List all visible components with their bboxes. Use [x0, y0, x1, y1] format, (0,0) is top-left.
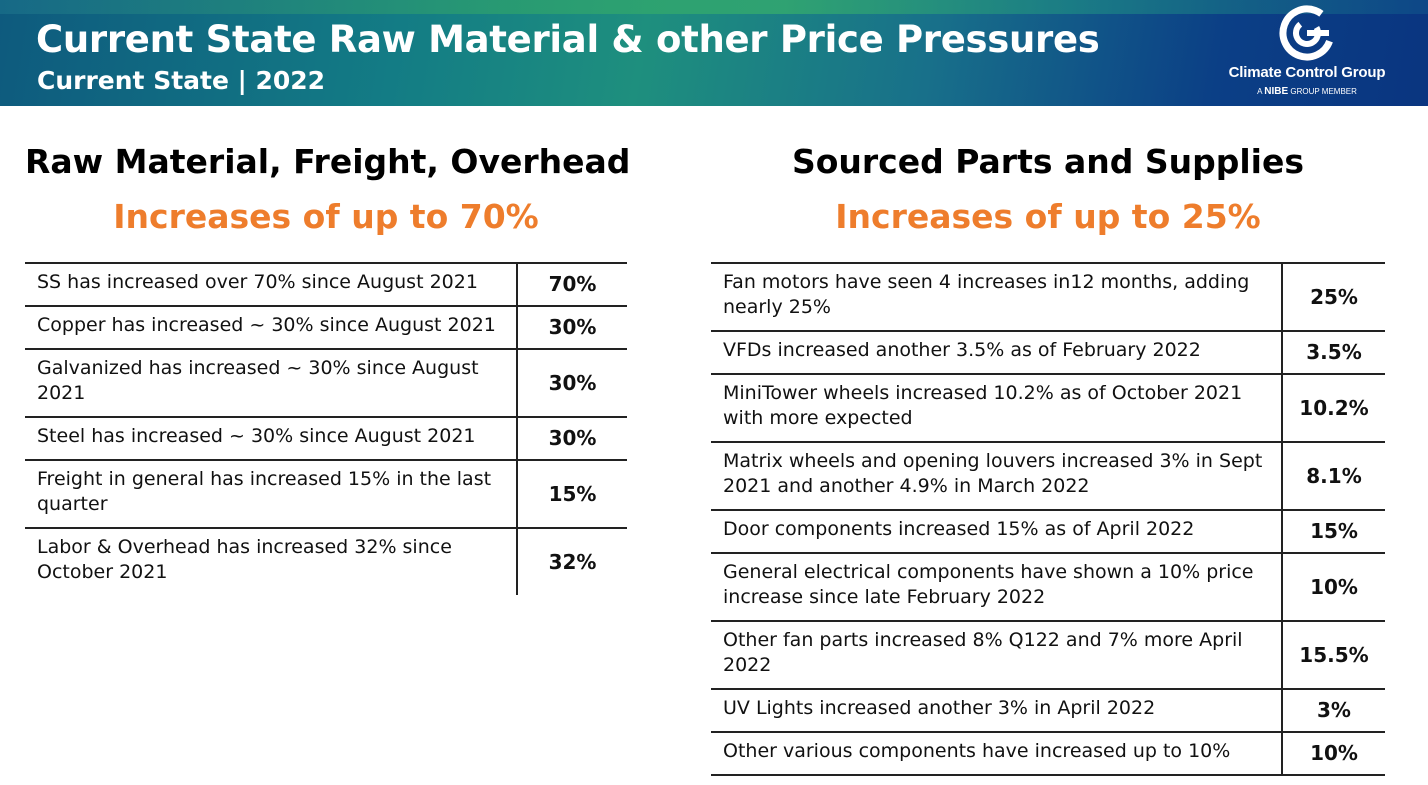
raw-material-table: SS has increased over 70% since August 2…: [25, 262, 627, 595]
row-percent: 10.2%: [1281, 374, 1385, 443]
left-highlight: Increases of up to 70%: [113, 197, 539, 236]
row-description: Labor & Overhead has increased 32% since…: [37, 536, 452, 583]
row-percent: 15%: [516, 460, 627, 529]
right-highlight: Increases of up to 25%: [835, 197, 1261, 236]
left-heading: Raw Material, Freight, Overhead: [25, 142, 631, 181]
row-description: Freight in general has increased 15% in …: [25, 460, 517, 529]
table-row: General electrical components have shown…: [711, 553, 1385, 622]
row-description: Steel has increased ~ 30% since August 2…: [25, 417, 517, 461]
row-description: Matrix wheels and opening louvers increa…: [711, 442, 1282, 511]
table-row: SS has increased over 70% since August 2…: [25, 262, 627, 307]
row-description: Door components increased 15% as of Apri…: [711, 510, 1282, 554]
company-logo: Climate Control Group A NIBE GROUP MEMBE…: [1212, 4, 1402, 100]
table-row: Copper has increased ~ 30% since August …: [25, 306, 627, 350]
table-row: Steel has increased ~ 30% since August 2…: [25, 417, 627, 461]
row-percent: 3.5%: [1281, 331, 1385, 375]
row-description: Fan motors have seen 4 increases in12 mo…: [711, 262, 1282, 332]
table-row: Other various components have increased …: [711, 732, 1385, 776]
row-percent: 30%: [516, 417, 627, 461]
table-row: Labor & Overhead has increased 32% since…: [25, 528, 627, 595]
row-description: General electrical components have shown…: [711, 553, 1282, 622]
logo-name: Climate Control Group: [1228, 64, 1386, 81]
right-heading: Sourced Parts and Supplies: [791, 142, 1305, 181]
logo-tagline: A NIBE GROUP MEMBER: [1257, 86, 1357, 97]
row-percent: 32%: [516, 528, 627, 595]
row-percent: 30%: [516, 306, 627, 350]
row-percent: 10%: [1281, 553, 1385, 622]
row-description: SS has increased over 70% since August 2…: [25, 262, 517, 307]
page-title: Current State Raw Material & other Price…: [36, 18, 1100, 61]
row-percent: 8.1%: [1281, 442, 1385, 511]
row-percent: 30%: [516, 349, 627, 418]
table-row: Door components increased 15% as of Apri…: [711, 510, 1385, 554]
row-percent: 15%: [1281, 510, 1385, 554]
row-description: Copper has increased ~ 30% since August …: [25, 306, 517, 350]
table-row: Fan motors have seen 4 increases in12 mo…: [711, 262, 1385, 332]
logo-swirl-icon: [1279, 5, 1335, 61]
table-row: MiniTower wheels increased 10.2% as of O…: [711, 374, 1385, 443]
table-row: Galvanized has increased ~ 30% since Aug…: [25, 349, 627, 418]
row-percent: 15.5%: [1281, 621, 1385, 690]
row-description: Other fan parts increased 8% Q122 and 7%…: [711, 621, 1282, 690]
table-row: Other fan parts increased 8% Q122 and 7%…: [711, 621, 1385, 690]
row-percent: 3%: [1281, 689, 1385, 733]
header-banner: Current State Raw Material & other Price…: [0, 0, 1428, 106]
row-percent: 25%: [1281, 262, 1385, 332]
row-description: Other various components have increased …: [711, 732, 1282, 776]
page-subtitle: Current State | 2022: [37, 66, 326, 95]
table-row: Matrix wheels and opening louvers increa…: [711, 442, 1385, 511]
table-row: UV Lights increased another 3% in April …: [711, 689, 1385, 733]
table-row: VFDs increased another 3.5% as of Februa…: [711, 331, 1385, 375]
sourced-parts-table: Fan motors have seen 4 increases in12 mo…: [711, 262, 1385, 776]
row-percent: 10%: [1281, 732, 1385, 776]
row-description: VFDs increased another 3.5% as of Februa…: [711, 331, 1282, 375]
row-description: MiniTower wheels increased 10.2% as of O…: [711, 374, 1282, 443]
table-row: Freight in general has increased 15% in …: [25, 460, 627, 529]
row-description: Galvanized has increased ~ 30% since Aug…: [25, 349, 517, 418]
row-percent: 70%: [516, 262, 627, 307]
row-description: UV Lights increased another 3% in April …: [711, 689, 1282, 733]
